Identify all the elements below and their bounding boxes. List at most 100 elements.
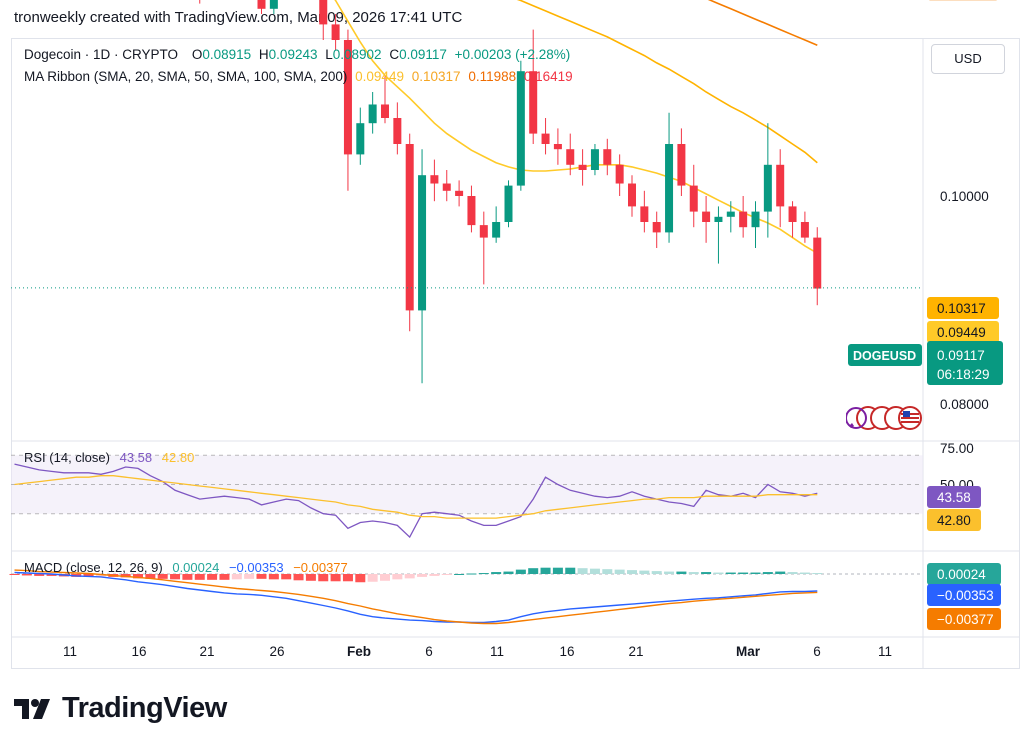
- candle-body: [590, 149, 599, 170]
- ma-ribbon-legend: MA Ribbon (SMA, 20, SMA, 50, SMA, 100, S…: [24, 69, 577, 84]
- ma-value-20: 0.09449: [355, 69, 404, 84]
- macd-histogram-bar: [664, 571, 675, 574]
- sma-20-line: [334, 0, 818, 254]
- macd-title: MACD (close, 12, 26, 9): [24, 560, 163, 575]
- candle-body: [368, 104, 377, 124]
- sma-50-line: [516, 0, 818, 164]
- candle-body: [714, 216, 723, 222]
- candle-body: [615, 164, 624, 184]
- time-axis-label: 16: [131, 644, 146, 659]
- macd-histogram-bar: [342, 574, 353, 582]
- candle-body: [381, 104, 389, 118]
- candle-body: [665, 144, 674, 233]
- last-price-label: 0.09117: [937, 348, 985, 363]
- economic-events-icon[interactable]: [845, 404, 926, 437]
- macd-histogram-value: 0.00024: [172, 560, 220, 575]
- candle-body: [763, 164, 772, 212]
- chart-frame: [11, 38, 1020, 669]
- candle-body: [516, 71, 525, 186]
- macd-histogram-bar: [614, 569, 625, 574]
- macd-histogram-bar: [417, 574, 428, 577]
- rsi-axis-label: 75.00: [940, 441, 974, 456]
- macd-histogram-bar: [701, 572, 712, 574]
- macd-histogram-bar: [95, 574, 106, 577]
- countdown-label: 06:18:29: [937, 367, 990, 382]
- macd-histogram-bar: [478, 573, 489, 575]
- candle-body: [257, 0, 266, 9]
- macd-tag-label: 0.00024: [937, 567, 986, 582]
- currency-button[interactable]: USD: [931, 44, 1005, 74]
- macd-histogram-bar: [799, 572, 810, 574]
- macd-tag-bg: [927, 608, 1001, 630]
- open-value: 0.08915: [202, 47, 252, 62]
- macd-histogram-bar: [157, 574, 168, 579]
- candle-body: [269, 0, 278, 9]
- tradingview-logo-icon: [14, 698, 50, 719]
- macd-signal-value: −0.00377: [293, 560, 348, 575]
- macd-histogram-bar: [466, 573, 477, 575]
- macd-histogram-bar: [9, 574, 20, 575]
- macd-histogram-bar: [528, 568, 539, 574]
- time-axis-label: 21: [199, 644, 214, 659]
- tradingview-wordmark: TradingView: [62, 692, 227, 724]
- macd-histogram-bar: [281, 574, 292, 580]
- macd-histogram-bar: [725, 572, 736, 574]
- macd-histogram-bar: [762, 572, 773, 574]
- macd-histogram-bar: [355, 574, 366, 583]
- candle-body: [677, 144, 686, 186]
- rsi-tag-bg: [927, 509, 981, 531]
- candle-body: [405, 144, 414, 311]
- macd-histogram-bar: [713, 572, 724, 574]
- macd-histogram-bar: [392, 574, 403, 580]
- low-label: L: [325, 47, 333, 62]
- rsi-tag-label: 43.58: [937, 490, 971, 505]
- macd-histogram-bar: [651, 571, 662, 574]
- candle-body: [442, 183, 451, 191]
- macd-histogram-bar: [491, 572, 502, 574]
- time-axis-label: 6: [425, 644, 433, 659]
- candle-body: [776, 164, 785, 207]
- candle-body: [640, 206, 649, 222]
- macd-histogram-bar: [318, 574, 329, 582]
- macd-histogram-bar: [21, 574, 32, 576]
- ma-value-100: 0.11988: [468, 69, 517, 84]
- macd-histogram-bar: [515, 569, 526, 574]
- candle-body: [813, 237, 822, 289]
- close-label: C: [389, 47, 400, 62]
- macd-histogram-bar: [256, 574, 267, 579]
- macd-histogram-bar: [503, 571, 514, 574]
- time-axis-label: 21: [628, 644, 643, 659]
- time-axis-label: 26: [269, 644, 284, 659]
- macd-histogram-bar: [330, 574, 341, 582]
- candle-body: [467, 196, 476, 226]
- macd-histogram-bar: [244, 574, 255, 579]
- rsi-value: 43.58: [119, 450, 153, 465]
- macd-histogram-bar: [305, 574, 316, 581]
- candle-body: [504, 185, 513, 222]
- macd-histogram-bar: [627, 570, 637, 574]
- price-tag-label: 0.09449: [937, 325, 986, 340]
- candle-body: [788, 206, 797, 222]
- candle-body: [529, 71, 538, 134]
- chart-attribution: tronweekly created with TradingView.com,…: [14, 9, 463, 26]
- candle-body: [751, 211, 760, 228]
- change-value: +0.00203 (+2.28%): [454, 47, 571, 62]
- candle-body: [541, 133, 550, 144]
- candle-body: [418, 175, 427, 311]
- macd-histogram-bar: [404, 574, 415, 579]
- macd-histogram-bar: [231, 574, 242, 580]
- time-axis-label: Mar: [736, 644, 761, 659]
- macd-tag-label: −0.00353: [937, 588, 994, 603]
- macd-histogram-bar: [170, 574, 181, 580]
- ma-value-200: 0.16419: [523, 69, 573, 84]
- macd-line-value: −0.00353: [228, 560, 284, 575]
- macd-histogram-bar: [429, 574, 440, 576]
- close-value: 0.09117: [399, 47, 447, 62]
- macd-histogram-bar: [133, 574, 143, 579]
- candle-body: [492, 222, 501, 238]
- rsi-legend: RSI (14, close) 43.58 42.80: [24, 450, 194, 465]
- macd-histogram-bar: [589, 568, 600, 574]
- ma-ribbon-title: MA Ribbon (SMA, 20, SMA, 50, SMA, 100, S…: [24, 69, 348, 84]
- price-axis-label: 0.08000: [940, 397, 989, 412]
